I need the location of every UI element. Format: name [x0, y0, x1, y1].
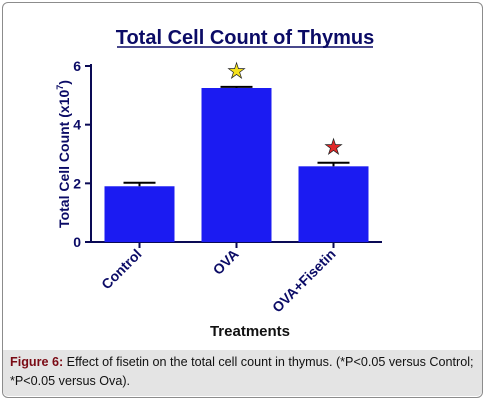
bar-chart: Total Cell Count of Thymus Total Cell Co…: [55, 27, 382, 340]
x-tick-label: Control: [98, 246, 145, 293]
y-axis-label-superscript: 7: [55, 85, 65, 90]
y-tick-label: 2: [73, 175, 81, 191]
bar-ova: [201, 88, 272, 242]
chart-title: Total Cell Count of Thymus: [116, 27, 375, 49]
x-tick-label: OVA: [210, 246, 242, 278]
bars-group: ★★: [104, 58, 369, 242]
y-axis-label-suffix: ): [56, 80, 72, 85]
bar-control: [104, 186, 175, 242]
y-tick-label: 0: [73, 234, 81, 250]
significance-star-icon: ★: [227, 59, 246, 83]
x-tick-label: OVA+Fisetin: [269, 246, 339, 316]
x-axis-label: Treatments: [210, 323, 290, 340]
y-axis-label-text: Total Cell Count (x10: [56, 90, 72, 228]
caption-label: Figure 6:: [10, 355, 64, 369]
figure-caption: Figure 6: Effect of fisetin on the total…: [3, 350, 482, 396]
significance-star-icon: ★: [324, 135, 343, 159]
bar-ova-fisetin: [298, 166, 369, 242]
svg-text:Total Cell Count (x107): Total Cell Count (x107): [55, 80, 72, 228]
y-axis-label: Total Cell Count (x107): [55, 80, 72, 228]
caption-text: Effect of fisetin on the total cell coun…: [10, 355, 474, 388]
y-tick-label: 4: [73, 117, 81, 133]
y-tick-label: 6: [73, 58, 81, 74]
